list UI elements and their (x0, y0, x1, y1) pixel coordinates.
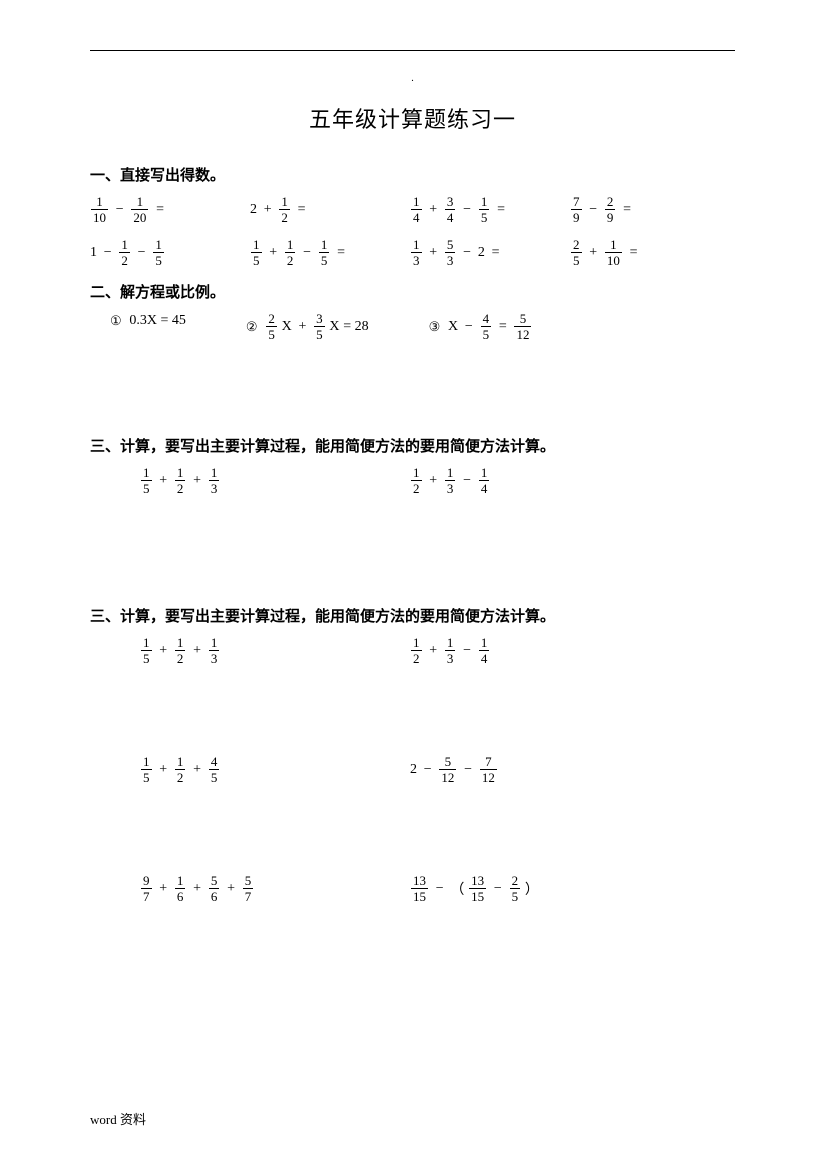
s1r1d: 79 − 29 = (570, 195, 690, 224)
s4r3a: 97 + 16 + 56 + 57 (140, 874, 410, 903)
s2a: ① 0.3X = 45 (110, 312, 186, 341)
s4r3b: 1315 − （ 1315 − 25 ） (410, 874, 610, 903)
footer-text: word 资料 (90, 1109, 146, 1128)
s2-row: ① 0.3X = 45 ② 25 X + 35 X = 28 ③ X − 45 … (110, 312, 735, 341)
s4-row2: 15 + 12 + 45 2 − 512 − 712 (140, 755, 735, 784)
page: . 五年级计算题练习一 一、直接写出得数。 110 − 120 = 2 + 12… (0, 0, 825, 943)
s1r2c: 13 + 53 − 2 = (410, 238, 570, 267)
section-3-head: 三、计算，要写出主要计算过程，能用简便方法的要用简便方法计算。 (90, 435, 735, 456)
s1r2a: 1 − 12 − 15 (90, 238, 250, 267)
s1r2b: 15 + 12 − 15 = (250, 238, 410, 267)
s1r1a: 110 − 120 = (90, 195, 250, 224)
s3-row1: 15 + 12 + 13 12 + 13 − 14 (140, 466, 735, 495)
s4-row1: 15 + 12 + 13 12 + 13 − 14 (140, 636, 735, 665)
s3r1b: 12 + 13 − 14 (410, 466, 610, 495)
s1-row2: 1 − 12 − 15 15 + 12 − 15 = 13 + 53 − 2 =… (90, 238, 735, 267)
s3r1a: 15 + 12 + 13 (140, 466, 410, 495)
page-title: 五年级计算题练习一 (90, 102, 735, 134)
section-2-head: 二、解方程或比例。 (90, 281, 735, 302)
s2b: ② 25 X + 35 X = 28 (246, 312, 369, 341)
s4r1a: 15 + 12 + 13 (140, 636, 410, 665)
s4r2a: 15 + 12 + 45 (140, 755, 410, 784)
s4-row3: 97 + 16 + 56 + 57 1315 − （ 1315 − 25 ） (140, 874, 735, 903)
s2c: ③ X − 45 = 512 (429, 312, 533, 341)
s4r2b: 2 − 512 − 712 (410, 755, 610, 784)
section-4-head: 三、计算，要写出主要计算过程，能用简便方法的要用简便方法计算。 (90, 605, 735, 626)
s1r1b: 2 + 12 = (250, 195, 410, 224)
section-1-head: 一、直接写出得数。 (90, 164, 735, 185)
s1r2d: 25 + 110 = (570, 238, 690, 267)
s4r1b: 12 + 13 − 14 (410, 636, 610, 665)
header-dot: . (90, 73, 735, 84)
s1r1c: 14 + 34 − 15 = (410, 195, 570, 224)
s1-row1: 110 − 120 = 2 + 12 = 14 + 34 − 15 = 79 −… (90, 195, 735, 224)
top-rule (90, 50, 735, 51)
